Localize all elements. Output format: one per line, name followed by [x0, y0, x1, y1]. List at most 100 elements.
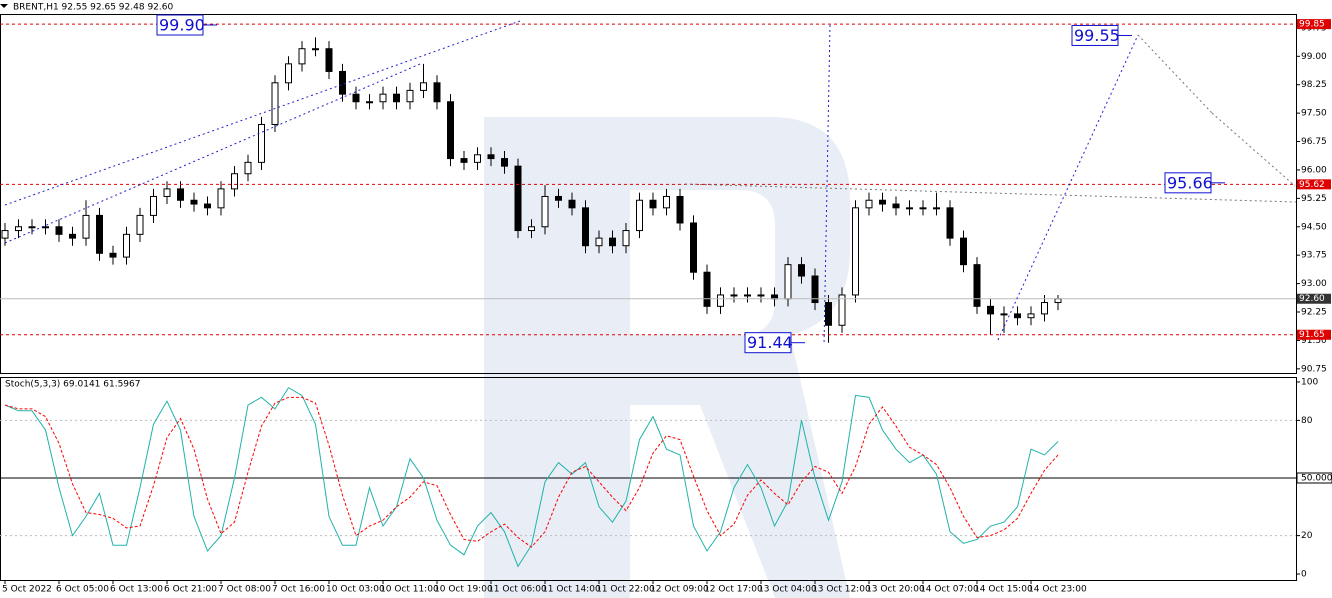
- y-tick-label: 100: [1301, 377, 1318, 387]
- candle-body: [163, 188, 171, 197]
- candle-body: [55, 226, 63, 235]
- y-tick-label: 99.00: [1301, 52, 1327, 62]
- candle-body: [366, 101, 373, 104]
- candle-body: [190, 199, 198, 205]
- y-tick-label: 91.50: [1301, 336, 1327, 346]
- candle-body: [150, 195, 157, 216]
- candle-body: [406, 89, 414, 103]
- x-tick-label: 5 Oct 2022: [2, 585, 52, 595]
- candle-body: [352, 93, 360, 103]
- level-label: 95.62: [1299, 180, 1325, 190]
- x-tick-label: 10 Oct 03:00: [326, 585, 385, 595]
- candle-body: [649, 199, 657, 209]
- candle-body: [865, 199, 873, 209]
- candle-body: [811, 275, 819, 304]
- x-tick-label: 12 Oct 17:00: [704, 585, 763, 595]
- candle-body: [744, 294, 751, 297]
- x-tick-label: 6 Oct 13:00: [110, 585, 163, 595]
- candle-body: [663, 195, 670, 209]
- x-tick-label: 10 Oct 11:00: [380, 585, 439, 595]
- x-tick-label: 13 Oct 04:00: [758, 585, 817, 595]
- candle-body: [82, 214, 90, 239]
- x-tick-label: 13 Oct 12:00: [812, 585, 871, 595]
- x-tick-label: 14 Oct 15:00: [974, 585, 1033, 595]
- candle-body: [852, 207, 859, 296]
- candle-body: [555, 195, 562, 201]
- x-tick-label: 6 Oct 21:00: [164, 585, 217, 595]
- candle-body: [609, 237, 616, 247]
- y-tick-label: 96.75: [1301, 137, 1327, 147]
- x-tick-label: 6 Oct 05:00: [56, 585, 109, 595]
- trend-lines: [4, 20, 1297, 346]
- y-tick-label: 90.75: [1301, 364, 1327, 374]
- stoch-line: [4, 396, 1059, 548]
- candle-body: [730, 294, 738, 297]
- y-tick-label: 96.00: [1301, 165, 1327, 175]
- candle-body: [109, 252, 117, 258]
- candle-body: [568, 199, 576, 209]
- stoch-title: Stoch(5,3,3) 69.0141 61.5967: [5, 380, 140, 390]
- y-tick-label: 94.50: [1301, 222, 1327, 232]
- candle-body: [487, 154, 495, 160]
- y-tick-label: 80: [1301, 416, 1313, 426]
- candle-body: [123, 233, 130, 258]
- candle-body: [1, 230, 9, 239]
- x-tick-label: 12 Oct 09:00: [650, 585, 709, 595]
- menu-arrow[interactable]: [0, 4, 8, 8]
- level-label-box: [1297, 19, 1331, 30]
- x-tick-label: 14 Oct 23:00: [1028, 585, 1087, 595]
- candle-body: [622, 230, 630, 247]
- candle-body: [690, 222, 697, 273]
- level-label: 99.85: [1299, 20, 1325, 30]
- stoch-line: [4, 387, 1059, 568]
- price-title: BRENT,H1 92.55 92.65 92.48 92.60: [13, 3, 173, 13]
- candle-body: [15, 226, 22, 232]
- candle-body: [312, 48, 319, 51]
- x-tick-label: 11 Oct 14:00: [542, 585, 601, 595]
- candle-body: [433, 82, 441, 103]
- candle-body: [1027, 313, 1035, 319]
- candle-body: [676, 195, 684, 224]
- x-tick-label: 14 Oct 07:00: [920, 585, 979, 595]
- candle-body: [298, 48, 306, 65]
- candle-body: [514, 165, 522, 232]
- y-tick-label: 92.25: [1301, 308, 1327, 318]
- candle-body: [973, 264, 981, 307]
- candle-body: [1054, 298, 1062, 304]
- y-tick-label: 95.25: [1301, 194, 1327, 204]
- candle-body: [892, 203, 900, 209]
- current-price-box: [1297, 293, 1331, 304]
- candle-body: [501, 158, 508, 167]
- candle-body: [285, 63, 292, 84]
- x-tick-label: 7 Oct 08:00: [218, 585, 271, 595]
- candle-body: [879, 199, 886, 205]
- level-label: 91.65: [1299, 330, 1325, 340]
- candle-body: [420, 82, 427, 91]
- candle-body: [636, 199, 643, 232]
- current-price-label: 92.60: [1299, 294, 1325, 304]
- candle-body: [379, 93, 387, 103]
- candle-body: [460, 158, 468, 163]
- candle-body: [771, 294, 778, 300]
- y-tick-label: 97.50: [1301, 109, 1327, 119]
- candle-body: [838, 294, 846, 326]
- y-tick-label: 0: [1301, 570, 1307, 580]
- annotation-label: 91.44: [747, 333, 793, 352]
- level-label-box: [1297, 329, 1331, 340]
- candle-body: [541, 195, 549, 228]
- y-tick-label: 93.75: [1301, 251, 1327, 261]
- candle-body: [528, 226, 535, 232]
- candle-body: [96, 214, 103, 254]
- candle-body: [393, 93, 400, 103]
- annotation-label: 99.90: [159, 16, 205, 35]
- x-tick-label: 11 Oct 22:00: [596, 585, 655, 595]
- candle-body: [204, 203, 211, 209]
- y-tick-label: 20: [1301, 531, 1313, 541]
- candle-body: [946, 207, 954, 239]
- candle-body: [798, 264, 805, 277]
- annotation-label: 99.55: [1074, 26, 1120, 45]
- annotation-label: 95.66: [1167, 173, 1213, 192]
- candle-body: [703, 271, 711, 307]
- candle-body: [717, 294, 724, 307]
